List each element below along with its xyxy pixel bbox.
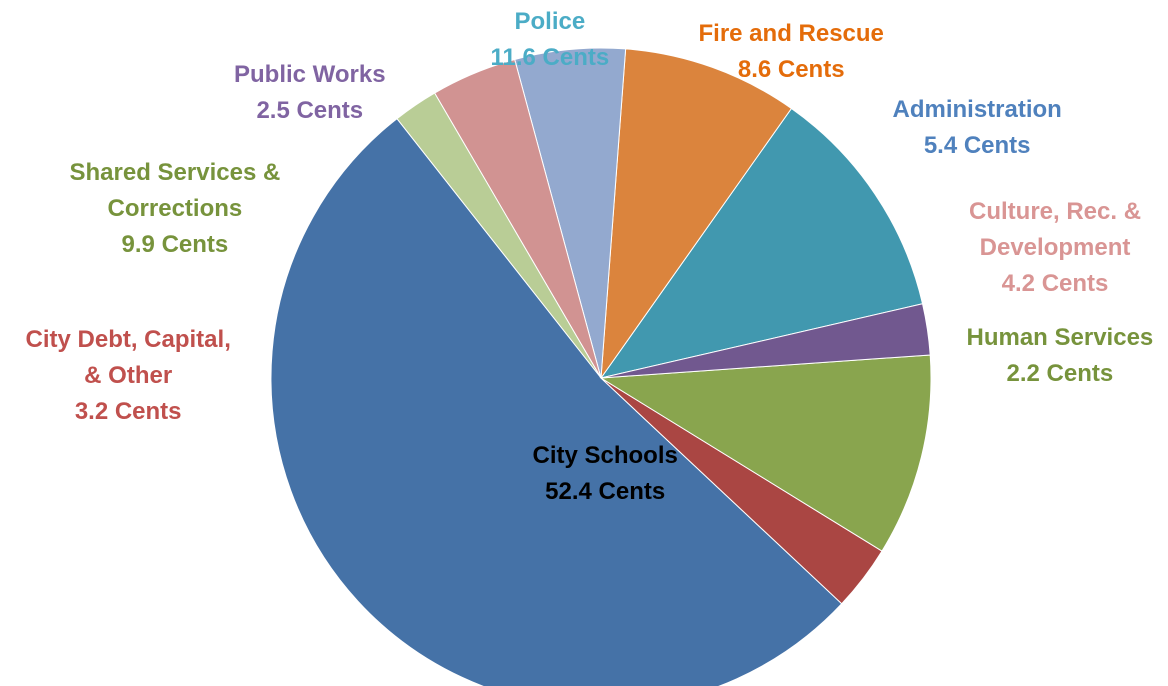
slice-name-line: Development [979, 234, 1131, 261]
slice-name-line: Shared Services & [69, 159, 281, 186]
slice-value-label: 5.4 Cents [923, 132, 1031, 159]
pie-slice-8 [600, 303, 931, 379]
slice-value-label: 2.2 Cents [1006, 360, 1114, 387]
pie-slice-5 [270, 117, 843, 686]
slice-label-3: Culture, Rec. & Development 4.2 Cents [969, 194, 1141, 302]
slice-value-label: 9.9 Cents [121, 231, 229, 258]
slice-name-line: Human Services [966, 324, 1154, 351]
pie-slices [270, 47, 932, 686]
slice-value-label: 11.6 Cents [490, 44, 610, 71]
pie-slice-0 [599, 107, 924, 379]
slice-value-label: 4.2 Cents [1001, 270, 1109, 297]
slice-name-line: Police [514, 8, 586, 35]
slice-value-label: 52.4 Cents [545, 478, 666, 505]
slice-name-line: Public Works [234, 61, 386, 88]
pie-slice-7 [599, 354, 932, 552]
slice-name-line: City Debt, Capital, [25, 326, 231, 353]
slice-label-4: Human Services 2.2 Cents [967, 320, 1154, 392]
slice-value-label: 8.6 Cents [737, 56, 845, 83]
slice-label-1: Fire and Rescue 8.6 Cents [699, 16, 884, 88]
slice-name-line: City Schools [532, 442, 678, 469]
slice-label-7: Shared Services & Corrections 9.9 Cents [70, 155, 281, 263]
slice-value-label: 2.5 Cents [256, 97, 364, 124]
slice-name-line: Culture, Rec. & [969, 198, 1142, 225]
slice-label-2: Administration 5.4 Cents [893, 92, 1062, 164]
slice-label-5: City Schools 52.4 Cents [533, 438, 678, 510]
slice-value-label: 3.2 Cents [74, 398, 182, 425]
slice-name-line: Corrections [107, 195, 243, 222]
slice-name-line: Fire and Rescue [698, 20, 884, 47]
slice-label-8: Public Works 2.5 Cents [234, 57, 386, 129]
slice-name-line: Administration [892, 96, 1062, 123]
slice-label-0: Police 11.6 Cents [491, 4, 610, 76]
pie-slice-1 [600, 48, 793, 380]
slice-label-6: City Debt, Capital, & Other 3.2 Cents [26, 322, 231, 430]
slice-name-line: & Other [84, 362, 173, 389]
